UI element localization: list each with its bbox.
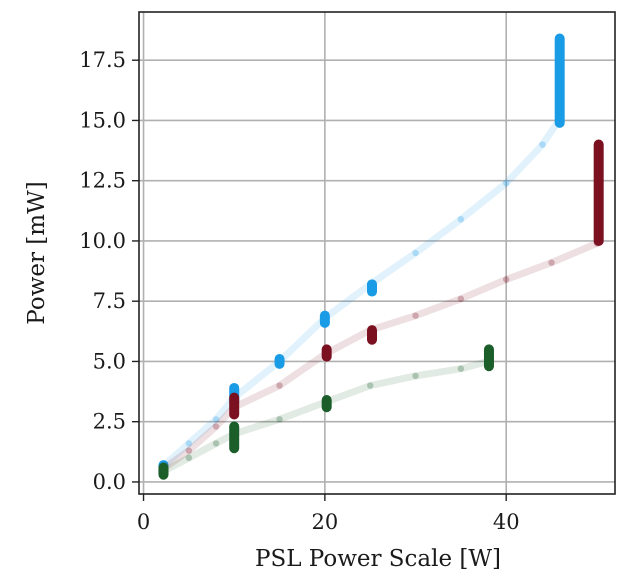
data-point	[185, 454, 193, 462]
data-point	[457, 295, 465, 302]
data-point	[503, 179, 510, 187]
data-point	[185, 440, 193, 447]
data-point	[276, 382, 283, 389]
x-tick-label: 20	[311, 510, 338, 534]
data-points	[158, 33, 604, 480]
series-trace	[158, 239, 601, 474]
series-trace	[158, 116, 563, 471]
data-point	[412, 249, 419, 257]
x-axis-label: PSL Power Scale [W]	[255, 546, 501, 572]
data-point	[548, 259, 555, 266]
series-3	[158, 344, 494, 480]
y-tick-label: 15.0	[79, 108, 126, 132]
data-point	[212, 423, 220, 430]
data-point	[276, 416, 283, 423]
data-point	[412, 372, 419, 380]
y-tick-label: 2.5	[93, 410, 126, 434]
y-tick-label: 17.5	[79, 48, 126, 72]
grid-lines	[139, 12, 615, 494]
y-tick-label: 10.0	[79, 229, 126, 253]
data-point	[212, 440, 220, 447]
data-point	[503, 276, 510, 283]
data-point	[457, 365, 465, 372]
y-tick-label: 12.5	[79, 169, 126, 193]
series-trace	[158, 357, 492, 476]
data-point	[412, 312, 419, 319]
y-tick-label: 5.0	[93, 349, 126, 373]
data-point	[457, 216, 465, 223]
y-tick-label: 0.0	[93, 470, 126, 494]
series-2	[158, 139, 604, 474]
y-axis-label: Power [mW]	[24, 181, 50, 324]
x-tick-label: 40	[493, 510, 520, 534]
data-point	[539, 141, 546, 148]
data-point	[212, 416, 220, 423]
series-1	[158, 33, 565, 478]
tick-marks: 0 20 40 0.0 2.5 5.0 7.5 10.0 12.5 15.0 17.5	[79, 48, 519, 534]
data-point	[185, 447, 193, 454]
x-tick-label: 0	[137, 510, 150, 534]
plot-frame	[138, 11, 616, 495]
y-tick-label: 7.5	[93, 289, 126, 313]
data-point	[367, 382, 374, 389]
